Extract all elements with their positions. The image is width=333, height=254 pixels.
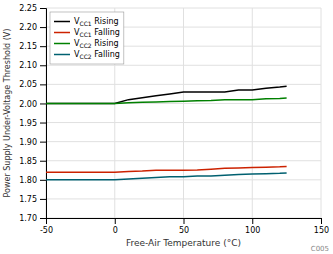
tick: 1.80 [19, 176, 46, 185]
tick: 2.20 [19, 23, 46, 32]
legend-swatch [54, 43, 70, 45]
tick: -50 [40, 218, 53, 235]
tick-mark [40, 161, 46, 162]
x-axis-label: Free-Air Temperature (°C) [126, 238, 241, 248]
grid-line-y [46, 122, 321, 123]
tick-label: 1.75 [19, 195, 37, 204]
x-axis: -50 0 50 100 150 [40, 218, 329, 235]
grid-line-x [252, 8, 253, 218]
tick: 100 [245, 218, 260, 235]
tick-label: 2.25 [19, 4, 37, 13]
legend-entry: VCC2 Rising [74, 39, 119, 49]
tick: 1.70 [19, 214, 46, 223]
grid-line-y [46, 141, 321, 142]
tick: 1.90 [19, 138, 46, 147]
tick: 1.75 [19, 195, 46, 204]
tick-label: 2.15 [19, 42, 37, 51]
tick-mark [40, 103, 46, 104]
tick: 1.95 [19, 119, 46, 128]
tick-mark [40, 27, 46, 28]
tick-mark [40, 8, 46, 9]
legend: VCC1 RisingVCC1 FallingVCC2 RisingVCC2 F… [50, 12, 124, 64]
legend-swatch [54, 54, 70, 56]
tick-label: 150 [314, 226, 329, 235]
grid-line-y [46, 84, 321, 85]
tick-mark [115, 218, 116, 224]
tick-mark [40, 218, 46, 219]
tick-label: 1.95 [19, 119, 37, 128]
chart: -50 0 50 100 150 1.70 1.75 1.80 1.85 1.90 1.95 2.00… [0, 0, 333, 254]
tick: 2.10 [19, 61, 46, 70]
tick-mark [40, 65, 46, 66]
tick-label: 2.05 [19, 80, 37, 89]
grid-line-x [183, 8, 184, 218]
tick-label: 100 [245, 226, 260, 235]
annotation: C005 [311, 245, 329, 253]
tick-mark [40, 84, 46, 85]
tick: 50 [179, 218, 189, 235]
series-line [46, 86, 287, 103]
grid-line-y [46, 160, 321, 161]
legend-box [50, 12, 124, 64]
tick-mark [40, 142, 46, 143]
tick-mark [252, 218, 253, 224]
tick: 2.00 [19, 100, 46, 109]
tick: 2.15 [19, 42, 46, 51]
series-line [46, 173, 287, 180]
grid-line-y [46, 8, 321, 9]
tick: 1.85 [19, 157, 46, 166]
lines [46, 86, 287, 180]
tick-label: 1.85 [19, 157, 37, 166]
legend-swatch [54, 21, 70, 23]
y-axis-label: Power Supply Under-Voltage Threshold (V) [3, 29, 12, 198]
tick-mark [40, 199, 46, 200]
tick-label: 50 [179, 226, 189, 235]
tick: 2.25 [19, 4, 46, 13]
y-axis: 1.70 1.75 1.80 1.85 1.90 1.95 2.00 2.05 2.10 2.15… [19, 4, 46, 223]
legend-entry: VCC1 Falling [74, 28, 120, 38]
tick-label: 1.80 [19, 176, 37, 185]
tick-label: 1.70 [19, 214, 37, 223]
tick-label: 0 [113, 226, 118, 235]
tick-label: 1.90 [19, 138, 37, 147]
grid-line-y [46, 65, 321, 66]
tick-mark [40, 46, 46, 47]
tick: 150 [314, 218, 329, 235]
tick-mark [184, 218, 185, 224]
tick-label: 2.20 [19, 23, 37, 32]
tick-mark [40, 180, 46, 181]
tick-mark [40, 123, 46, 124]
grid-line-y [46, 198, 321, 199]
tick-label: 2.00 [19, 100, 37, 109]
legend-swatch [54, 32, 70, 34]
tick: 0 [113, 218, 118, 235]
tick: 2.05 [19, 80, 46, 89]
legend-entry: VCC2 Falling [74, 50, 120, 60]
axis-line [40, 9, 47, 219]
tick-label: 2.10 [19, 61, 37, 70]
axis-line [47, 219, 322, 225]
series-line [46, 166, 287, 172]
grid [46, 8, 321, 218]
tick-mark [321, 218, 322, 224]
grid-line-x [321, 8, 322, 218]
legend-entry: VCC1 Rising [74, 17, 119, 27]
series-line [46, 98, 287, 103]
tick-label: -50 [40, 226, 53, 235]
plot-area: -50 0 50 100 150 1.70 1.75 1.80 1.85 1.90 1.95 2.00… [19, 4, 329, 235]
